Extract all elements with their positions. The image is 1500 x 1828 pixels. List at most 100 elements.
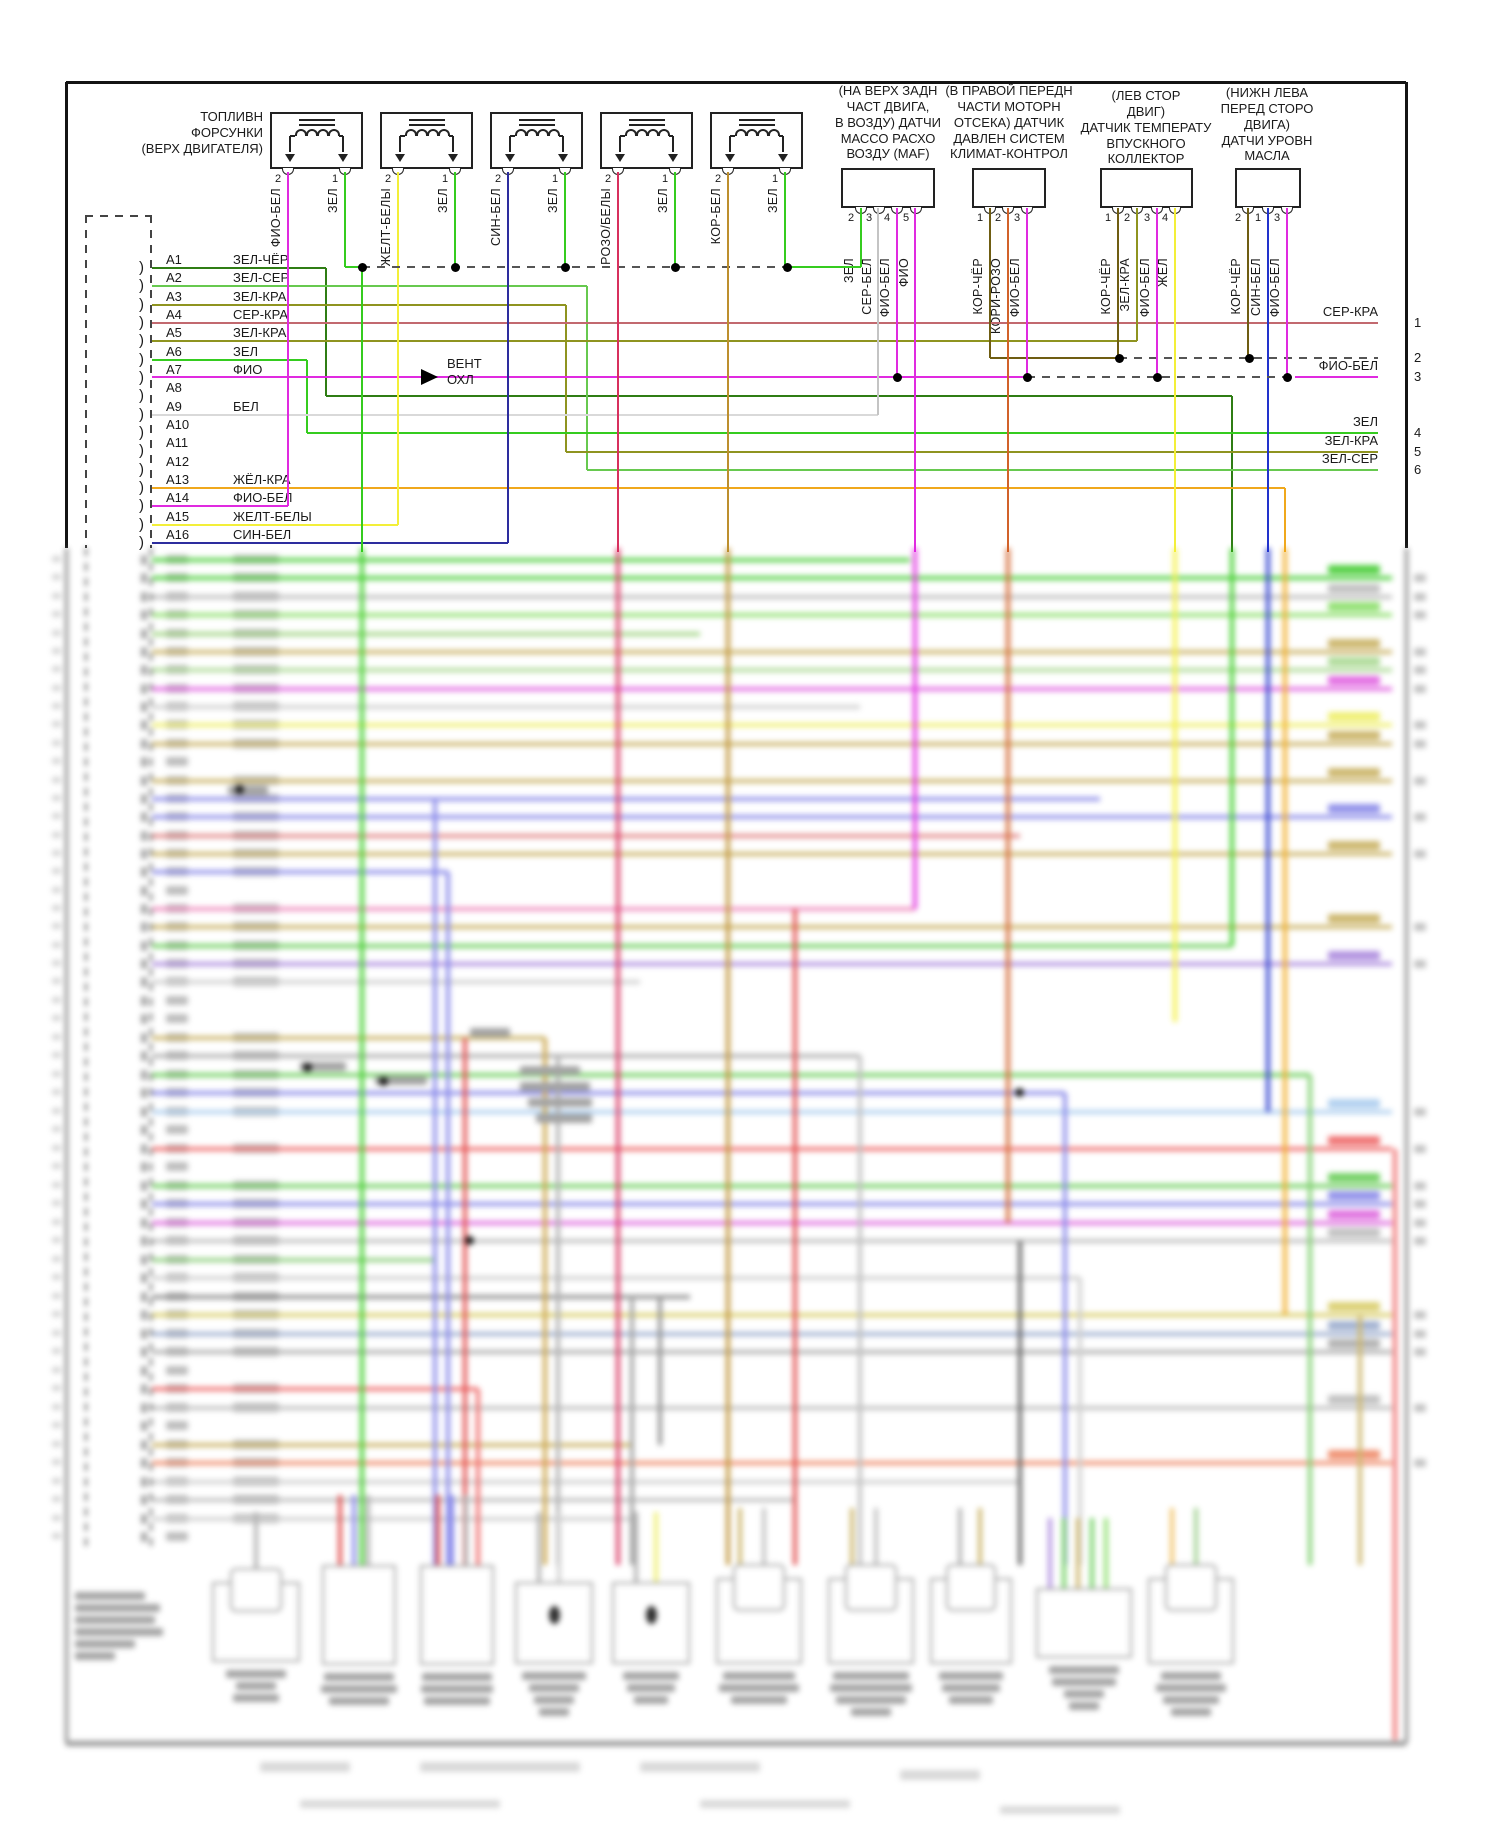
margin-smudge-blob [700, 1800, 850, 1808]
component-stub-wire [738, 1508, 742, 1578]
coil-lead [730, 135, 735, 137]
right-label-blob [1328, 731, 1380, 740]
sensor-box-oil-level [1235, 168, 1301, 208]
junction-dot [379, 1077, 388, 1086]
component-caption-blob [723, 1672, 795, 1680]
right-label-blob [1328, 657, 1380, 666]
pin-id-blob [166, 757, 188, 766]
pin-bracket-blob [141, 1218, 147, 1228]
sensor-title-intake-temp: (ЛЕВ СТОР ДВИГ) ДАТЧИК ТЕМПЕРАТУ ВПУСКНО… [1080, 88, 1212, 167]
component-caption-blob [421, 1685, 493, 1693]
coil-winding-icon [294, 129, 307, 136]
coil-arrow-icon [448, 154, 458, 162]
blur-wire [152, 1350, 1392, 1354]
connector-pin-bracket: ) [139, 461, 144, 478]
blur-trunk [1018, 1241, 1022, 1565]
blur-wire [152, 742, 1392, 746]
connector-pin-id: A1 [166, 252, 182, 267]
pin-bracket-blob [141, 1162, 147, 1172]
coil-arrow-icon [395, 154, 405, 162]
margin-tick-blob [52, 1533, 61, 1539]
right-num-blob [1414, 1237, 1426, 1245]
connector-outline-left [85, 548, 87, 1550]
wire-fio [1155, 208, 1159, 377]
sensor-wire-label: ФИО-БЕЛ [1268, 258, 1282, 318]
blur-wire [152, 1517, 632, 1521]
annotation-blob [520, 1082, 590, 1091]
component-stub-wire [557, 1512, 561, 1582]
blur-trunk [1006, 548, 1010, 1223]
sensor-box-maf [841, 168, 935, 208]
right-num-blob [1414, 1182, 1426, 1190]
right-num-blob [1414, 1219, 1426, 1227]
pin-bracket-blob [141, 1033, 147, 1043]
blur-wire [152, 613, 1392, 617]
connector-pin-bracket: ) [139, 497, 144, 514]
margin-tick-blob [52, 721, 61, 727]
blur-wire [152, 1313, 1392, 1317]
pin-id-blob [166, 886, 188, 895]
coil-lead [562, 136, 564, 152]
margin-tick-blob [52, 1108, 61, 1114]
bus-number: 1 [1414, 315, 1422, 330]
connector-pin-color: СЕР-КРА [233, 307, 289, 322]
pin-bracket-blob [141, 1236, 147, 1246]
blur-trunk [556, 1056, 560, 1565]
pin-bracket-blob [141, 1273, 147, 1283]
right-label-blob [1328, 712, 1380, 721]
injector-wire-label: ЗЕЛ [546, 188, 560, 213]
injector-wire-label: ФИО-БЕЛ [269, 188, 283, 248]
coil-lead [400, 135, 405, 137]
connector-pin-id: A3 [166, 289, 182, 304]
coil-core-icon [518, 124, 555, 126]
bus-color-label: ЗЕЛ [1352, 414, 1378, 429]
connector-pin-id: A15 [166, 509, 190, 524]
wire-fio [913, 208, 917, 552]
connector-pin-id: A2 [166, 270, 182, 285]
injector-pin-number: 2 [605, 173, 612, 185]
injector-pin-number: 1 [442, 173, 449, 185]
connector-pin-color: ФИО [233, 362, 263, 377]
page-border-left [64, 548, 68, 1743]
margin-tick-blob [52, 1293, 61, 1299]
connector-outline-right [150, 548, 152, 1550]
margin-tick-blob [52, 556, 61, 562]
blur-trunk [1078, 1278, 1082, 1565]
sensor-wire-label: СИН-БЕЛ [1249, 258, 1263, 317]
wire-fio [152, 504, 288, 508]
blur-wire [152, 1110, 1392, 1114]
blurred-section [0, 548, 1500, 1828]
bus-color-label: ЗЕЛ-КРА [1324, 433, 1378, 448]
blur-wire [152, 1480, 1020, 1484]
pin-bracket-blob [141, 592, 147, 602]
connector-pin-id: A10 [166, 417, 190, 432]
cooling-fan-label: ВЕНТ ОХЛ [447, 356, 482, 387]
pin-bracket-blob [141, 812, 147, 822]
blur-trunk [360, 548, 364, 1565]
blur-wire [152, 852, 1392, 856]
pin-bracket-blob [141, 1458, 147, 1468]
component-shell [733, 1564, 785, 1612]
component-caption-blob [942, 1684, 1000, 1692]
pin-bracket-blob [141, 996, 147, 1006]
margin-tick-blob [52, 1478, 61, 1484]
pin-id-blob [166, 1125, 188, 1134]
component-caption-blob [424, 1697, 490, 1705]
connector-pin-id: A7 [166, 362, 182, 377]
blur-trunk [616, 548, 620, 1565]
component-caption-blob [539, 1708, 569, 1716]
right-label-blob [1328, 1136, 1380, 1145]
component-stub-wire [1062, 1518, 1066, 1588]
margin-smudge-blob [900, 1770, 980, 1780]
wire-zel_ser [587, 468, 1378, 472]
component-caption-blob [836, 1696, 906, 1704]
note-line-blob [75, 1604, 160, 1612]
pin-bracket-blob [141, 647, 147, 657]
wire-orange [152, 486, 1285, 490]
blur-wire [152, 723, 1392, 727]
coil-lead [289, 136, 291, 152]
coil-winding-icon [525, 129, 538, 136]
coil-lead [510, 135, 515, 137]
margin-tick-blob [52, 905, 61, 911]
blur-wire [152, 1443, 632, 1447]
